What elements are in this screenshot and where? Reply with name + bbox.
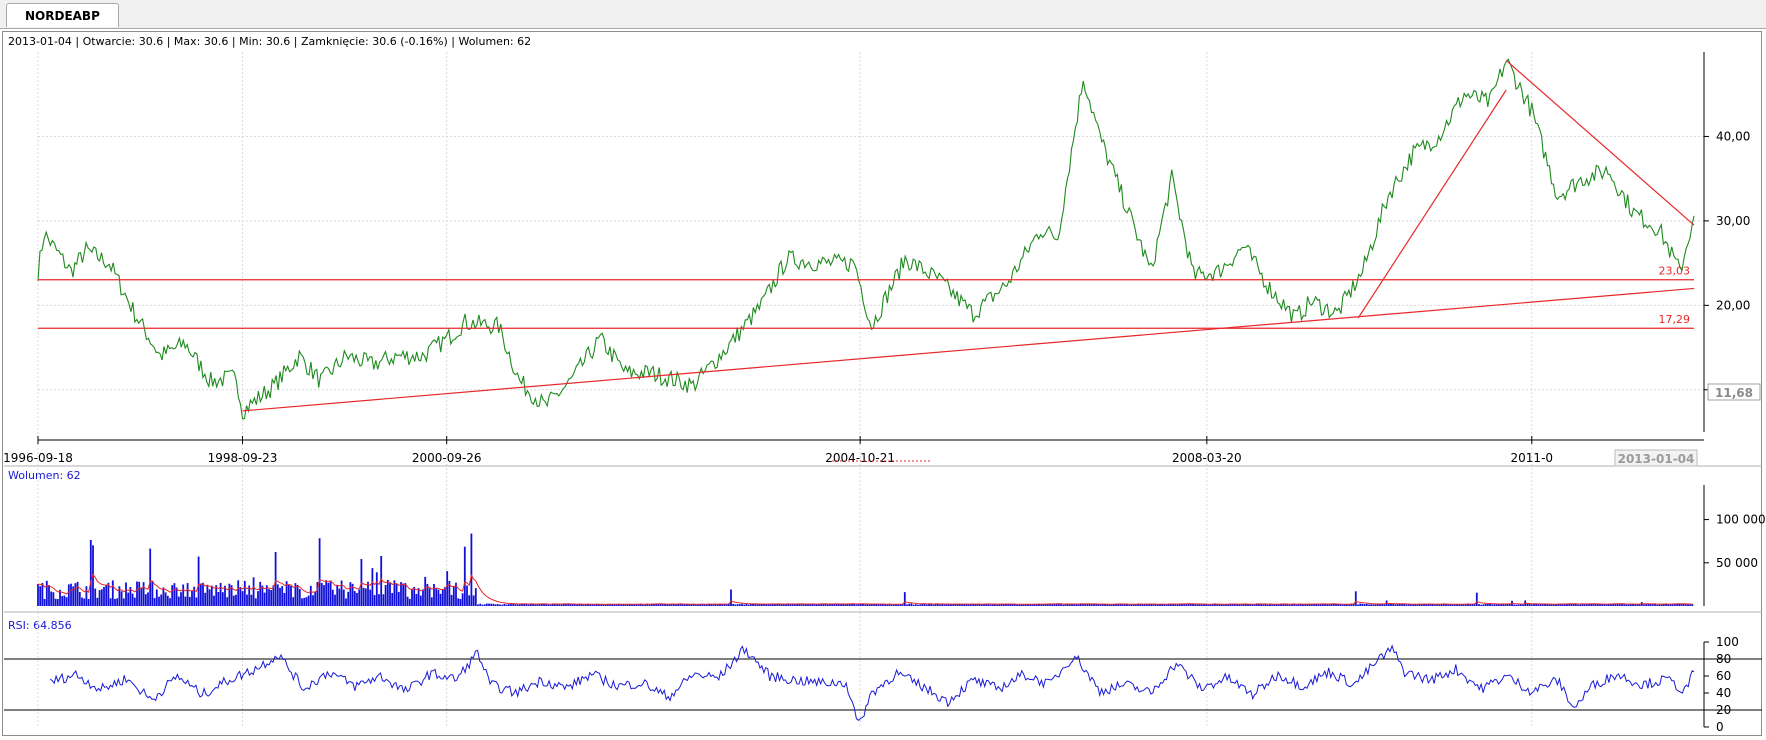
volume-label-text: Wolumen:	[8, 469, 64, 482]
tab-nordeabp[interactable]: NORDEABP	[6, 3, 119, 27]
rsi-label-text: RSI:	[8, 619, 30, 632]
ohlc-info-bar: 2013-01-04 | Otwarcie: 30.6 | Max: 30.6 …	[8, 35, 532, 48]
info-max-label: Max:	[173, 35, 201, 48]
tab-bar: NORDEABP	[0, 0, 1766, 29]
info-date: 2013-01-04	[8, 35, 72, 48]
info-max: 30.6	[203, 35, 229, 48]
chart-frame	[2, 31, 1762, 736]
info-change: (-0.16%)	[400, 35, 448, 48]
info-open-label: Otwarcie:	[82, 35, 136, 48]
info-open: 30.6	[138, 35, 164, 48]
volume-label-value: 62	[66, 469, 81, 482]
volume-pane-label: Wolumen: 62	[8, 469, 81, 482]
info-close-label: Zamknięcie:	[301, 35, 369, 48]
info-min: 30.6	[265, 35, 291, 48]
info-min-label: Min:	[239, 35, 263, 48]
info-volume: 62	[517, 35, 532, 48]
info-close: 30.6	[372, 35, 397, 48]
rsi-label-value: 64.856	[33, 619, 72, 632]
rsi-pane-label: RSI: 64.856	[8, 619, 72, 632]
info-volume-label: Wolumen:	[458, 35, 514, 48]
